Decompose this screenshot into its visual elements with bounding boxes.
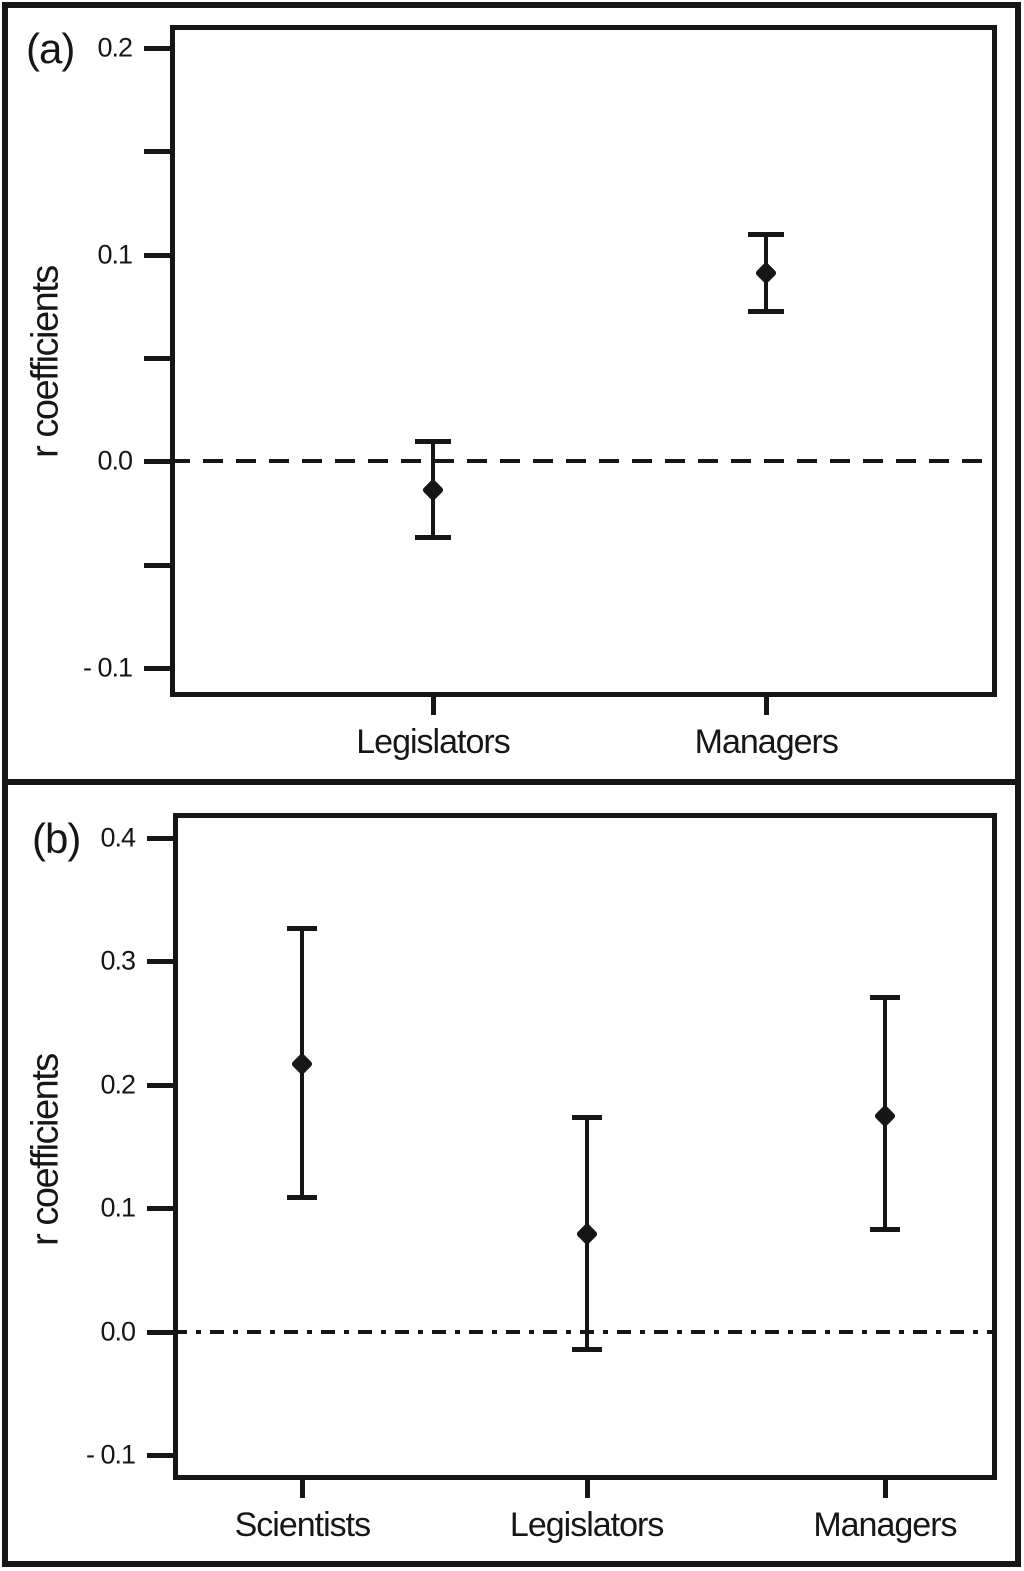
y-tick-label: 0.2 [100, 1069, 136, 1100]
zero-reference-line [170, 459, 997, 464]
y-tick [144, 149, 170, 155]
x-tick [584, 1480, 590, 1498]
y-tick [147, 1206, 173, 1212]
y-tick-label: 0.1 [100, 1192, 136, 1223]
panel-b-y-axis-title: r coefficients [24, 1054, 67, 1246]
y-tick-label: 0.0 [97, 445, 133, 476]
y-tick [147, 835, 173, 841]
panel-b-plot-frame [173, 813, 997, 1480]
x-tick [882, 1480, 888, 1498]
category-label: Scientists [234, 1506, 371, 1544]
y-tick [147, 1329, 173, 1335]
category-label: Legislators [356, 723, 510, 761]
category-label: Managers [813, 1506, 957, 1544]
y-tick [144, 562, 170, 568]
error-bar-cap-bottom [287, 1195, 318, 1201]
x-tick [300, 1480, 306, 1498]
y-tick-label: - 0.1 [82, 652, 133, 683]
error-bar-cap-top [748, 231, 785, 237]
category-label: Managers [694, 723, 839, 761]
y-tick-label: 0.0 [100, 1316, 136, 1347]
error-bar-cap-bottom [414, 534, 451, 540]
y-tick-label: 0.3 [100, 945, 136, 976]
panel-a-label: (a) [26, 25, 75, 72]
y-tick-label: 0.4 [100, 822, 136, 853]
y-tick [144, 459, 170, 465]
x-tick [430, 697, 436, 715]
panel-a-plot-frame [170, 25, 997, 697]
y-tick [144, 355, 170, 361]
y-tick-label: - 0.1 [85, 1439, 136, 1470]
error-bar-cap-bottom [571, 1347, 602, 1353]
error-bar-cap-bottom [869, 1227, 900, 1233]
error-bar-cap-top [414, 438, 451, 444]
y-tick [144, 252, 170, 258]
y-tick [144, 45, 170, 51]
y-tick-label: 0.2 [97, 32, 133, 63]
y-tick-label: 0.1 [97, 239, 133, 269]
error-bar-cap-bottom [748, 309, 785, 315]
x-tick [764, 697, 770, 715]
panel-b-label: (b) [32, 815, 81, 862]
error-bar-cap-top [571, 1114, 602, 1120]
y-tick [147, 1453, 173, 1459]
error-bar-cap-top [287, 925, 318, 931]
y-tick [144, 666, 170, 672]
y-tick [147, 959, 173, 965]
panel-a-plot-area: 0.2 0.1 0.0 - 0.1 Legislators Managers [83, 25, 997, 761]
panel-divider [2, 779, 1021, 785]
error-bar-cap-top [869, 995, 900, 1001]
category-label: Legislators [509, 1506, 664, 1544]
y-tick [147, 1082, 173, 1088]
panel-b-plot-area: 0.4 0.3 0.2 0.1 0.0 - 0.1 Scientists Legislator… [86, 813, 997, 1544]
